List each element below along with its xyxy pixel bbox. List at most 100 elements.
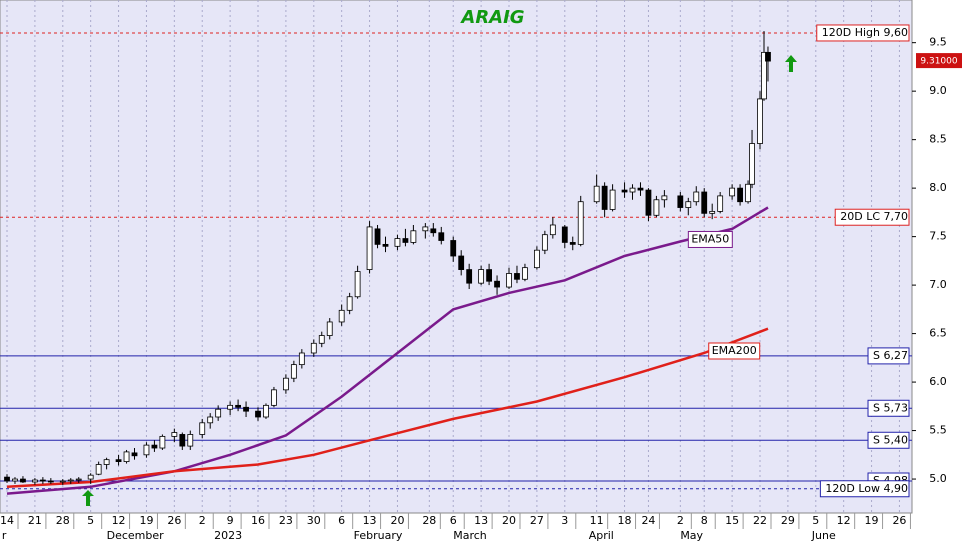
x-tick-label: 19 bbox=[139, 514, 153, 527]
price-tag bbox=[916, 53, 962, 69]
candle-body bbox=[757, 98, 763, 144]
candle-body bbox=[637, 187, 644, 191]
candle-body bbox=[263, 404, 269, 418]
x-tick-label: 15 bbox=[725, 514, 739, 527]
level-label: S 5,40 bbox=[873, 433, 908, 446]
candle-body bbox=[410, 230, 417, 243]
candle-body bbox=[506, 273, 512, 288]
candle-body bbox=[207, 416, 214, 424]
candle-body bbox=[466, 269, 473, 284]
candle-body bbox=[422, 226, 429, 232]
arrow-up bbox=[785, 55, 797, 72]
x-tick-label: 5 bbox=[812, 514, 819, 527]
candle-body bbox=[75, 478, 82, 481]
x-tick-label: 30 bbox=[307, 514, 321, 527]
month-label: February bbox=[354, 529, 403, 542]
arrow-up bbox=[82, 490, 94, 506]
x-tick-label: 26 bbox=[892, 514, 906, 527]
candle-body bbox=[765, 51, 771, 62]
month-label: May bbox=[680, 529, 703, 542]
month-label: April bbox=[589, 529, 614, 542]
candle-body bbox=[310, 342, 317, 354]
x-tick-label: 20 bbox=[390, 514, 404, 527]
candle-body bbox=[103, 459, 110, 465]
month-label: 2023 bbox=[214, 529, 242, 542]
series-label-box bbox=[687, 230, 733, 248]
candle-body bbox=[4, 476, 10, 482]
x-tick-label: 22 bbox=[753, 514, 767, 527]
candle-body bbox=[677, 195, 684, 208]
candle-body bbox=[338, 309, 345, 323]
candle-body bbox=[438, 232, 445, 241]
candle-body bbox=[32, 479, 38, 483]
candle-body bbox=[609, 189, 616, 210]
y-tick-label: 9.5 bbox=[929, 36, 947, 49]
x-tick-label: 2 bbox=[199, 514, 206, 527]
candle-body bbox=[745, 183, 751, 203]
x-tick-label: 5 bbox=[87, 514, 94, 527]
y-tick-label: 8.0 bbox=[929, 181, 947, 194]
y-tick-label: 6.0 bbox=[929, 375, 947, 388]
plot-area bbox=[0, 0, 913, 514]
candle-body bbox=[115, 459, 122, 463]
x-tick-label: 18 bbox=[618, 514, 632, 527]
candle-body bbox=[430, 228, 437, 234]
candle-body bbox=[533, 249, 540, 269]
x-tick-label: 23 bbox=[279, 514, 293, 527]
x-tick-label: 11 bbox=[590, 514, 604, 527]
y-tick-label: 7.5 bbox=[929, 230, 947, 243]
candle-body bbox=[171, 432, 178, 437]
candle-body bbox=[685, 201, 692, 208]
x-tick-label: 12 bbox=[837, 514, 851, 527]
candle-body bbox=[653, 199, 660, 216]
x-tick-label: 20 bbox=[502, 514, 516, 527]
candle-body bbox=[59, 480, 66, 483]
candle-body bbox=[458, 255, 465, 270]
candle-body bbox=[522, 267, 528, 280]
x-tick-label: 9 bbox=[227, 514, 234, 527]
candle-body bbox=[326, 321, 333, 336]
candle-body bbox=[131, 452, 138, 457]
level-label-box bbox=[834, 208, 910, 226]
month-label: June bbox=[811, 529, 836, 542]
candle-body bbox=[143, 444, 150, 456]
candle-body bbox=[693, 191, 700, 203]
y-tick-label: 7.0 bbox=[929, 278, 947, 291]
candle-body bbox=[346, 296, 353, 311]
candle-body bbox=[87, 474, 94, 480]
candle-body bbox=[123, 451, 130, 463]
candle-body bbox=[271, 389, 277, 406]
candle-body bbox=[729, 187, 736, 197]
candle-body bbox=[645, 189, 652, 216]
x-tick-label: 3 bbox=[561, 514, 568, 527]
candle-body bbox=[749, 143, 755, 185]
candle-body bbox=[282, 377, 289, 391]
candle-body bbox=[47, 480, 54, 483]
x-tick-label: 12 bbox=[112, 514, 126, 527]
x-tick-label: 2 bbox=[677, 514, 684, 527]
series-label-box bbox=[708, 342, 761, 360]
candle-body bbox=[577, 201, 584, 245]
level-label-box bbox=[819, 480, 910, 498]
candle-body bbox=[199, 422, 206, 435]
candle-body bbox=[549, 224, 556, 236]
candle-body bbox=[20, 478, 26, 483]
candle-body bbox=[179, 434, 186, 447]
candle-body bbox=[569, 242, 576, 245]
candle-body bbox=[394, 238, 401, 247]
x-tick-label: 14 bbox=[0, 514, 14, 527]
candle-body bbox=[629, 187, 636, 193]
level-label-box bbox=[867, 431, 910, 449]
candle-body bbox=[39, 479, 46, 482]
x-tick-label: 6 bbox=[338, 514, 345, 527]
month-label: December bbox=[107, 529, 165, 542]
candle-body bbox=[661, 195, 668, 201]
level-label: 120D Low 4,90 bbox=[825, 482, 908, 495]
candle-body bbox=[601, 185, 608, 210]
x-tick-label: 19 bbox=[865, 514, 879, 527]
candle-body bbox=[255, 410, 261, 418]
y-tick-label: 5.0 bbox=[929, 472, 947, 485]
level-label: S 6,27 bbox=[873, 349, 908, 362]
level-label-box bbox=[867, 399, 910, 417]
